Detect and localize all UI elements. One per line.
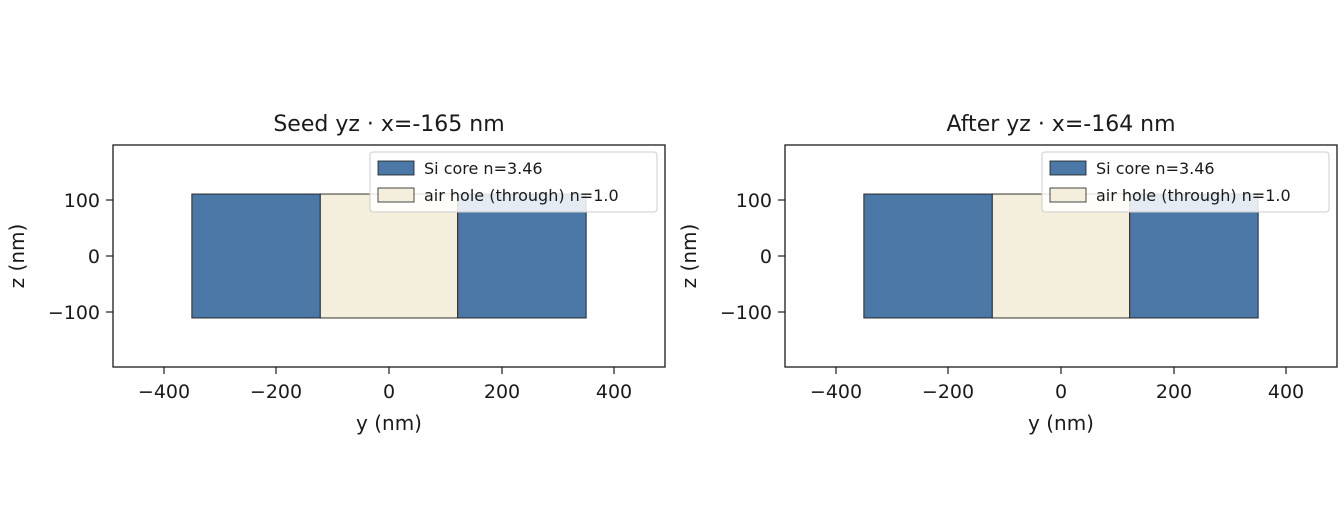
x-tick-label: 200 bbox=[484, 381, 520, 403]
y-ticks: 100 0 −100 bbox=[720, 190, 785, 324]
panel-after: After yz · x=-164 nm −400 −200 0 200 400… bbox=[677, 112, 1338, 435]
x-tick-label: 0 bbox=[1055, 381, 1067, 403]
panel-title: After yz · x=-164 nm bbox=[946, 112, 1175, 137]
y-tick-label: 0 bbox=[88, 246, 100, 268]
air-hole-region bbox=[991, 193, 1131, 319]
legend-swatch-air bbox=[1049, 187, 1087, 203]
x-ticks: −400 −200 0 200 400 bbox=[138, 367, 632, 403]
y-axis-label: z (nm) bbox=[677, 224, 701, 289]
x-tick-label: 200 bbox=[1156, 381, 1192, 403]
legend-box bbox=[369, 151, 658, 213]
legend: Si core n=3.46 air hole (through) n=1.0 bbox=[369, 151, 658, 213]
y-tick-label: 100 bbox=[736, 190, 772, 212]
legend-label-si: Si core n=3.46 bbox=[1096, 159, 1215, 178]
legend-label-air: air hole (through) n=1.0 bbox=[1096, 186, 1291, 205]
panel-title: Seed yz · x=-165 nm bbox=[273, 112, 504, 137]
legend-box bbox=[1041, 151, 1330, 213]
y-tick-label: −100 bbox=[720, 302, 772, 324]
x-axis-label: y (nm) bbox=[1028, 411, 1094, 435]
y-tick-label: 0 bbox=[760, 246, 772, 268]
x-tick-label: 400 bbox=[596, 381, 632, 403]
legend-swatch-si bbox=[377, 160, 415, 176]
legend-swatch-air bbox=[377, 187, 415, 203]
x-axis-label: y (nm) bbox=[356, 411, 422, 435]
structure-regions bbox=[191, 193, 587, 319]
x-tick-label: −400 bbox=[810, 381, 862, 403]
si-core-region bbox=[1129, 193, 1259, 319]
y-axis-label: z (nm) bbox=[5, 224, 29, 289]
x-tick-label: 0 bbox=[383, 381, 395, 403]
y-tick-label: −100 bbox=[48, 302, 100, 324]
structure-regions bbox=[863, 193, 1259, 319]
si-core-region bbox=[191, 193, 321, 319]
x-tick-label: 400 bbox=[1268, 381, 1304, 403]
legend: Si core n=3.46 air hole (through) n=1.0 bbox=[1041, 151, 1330, 213]
legend-swatch-si bbox=[1049, 160, 1087, 176]
legend-label-air: air hole (through) n=1.0 bbox=[424, 186, 619, 205]
air-hole-region bbox=[319, 193, 459, 319]
x-ticks: −400 −200 0 200 400 bbox=[810, 367, 1304, 403]
si-core-region bbox=[863, 193, 993, 319]
x-tick-label: −200 bbox=[922, 381, 974, 403]
x-tick-label: −400 bbox=[138, 381, 190, 403]
x-tick-label: −200 bbox=[250, 381, 302, 403]
y-ticks: 100 0 −100 bbox=[48, 190, 113, 324]
si-core-region bbox=[457, 193, 587, 319]
panel-seed: Seed yz · x=-165 nm −400 −200 0 200 400 … bbox=[5, 112, 666, 435]
y-tick-label: 100 bbox=[64, 190, 100, 212]
legend-label-si: Si core n=3.46 bbox=[424, 159, 543, 178]
